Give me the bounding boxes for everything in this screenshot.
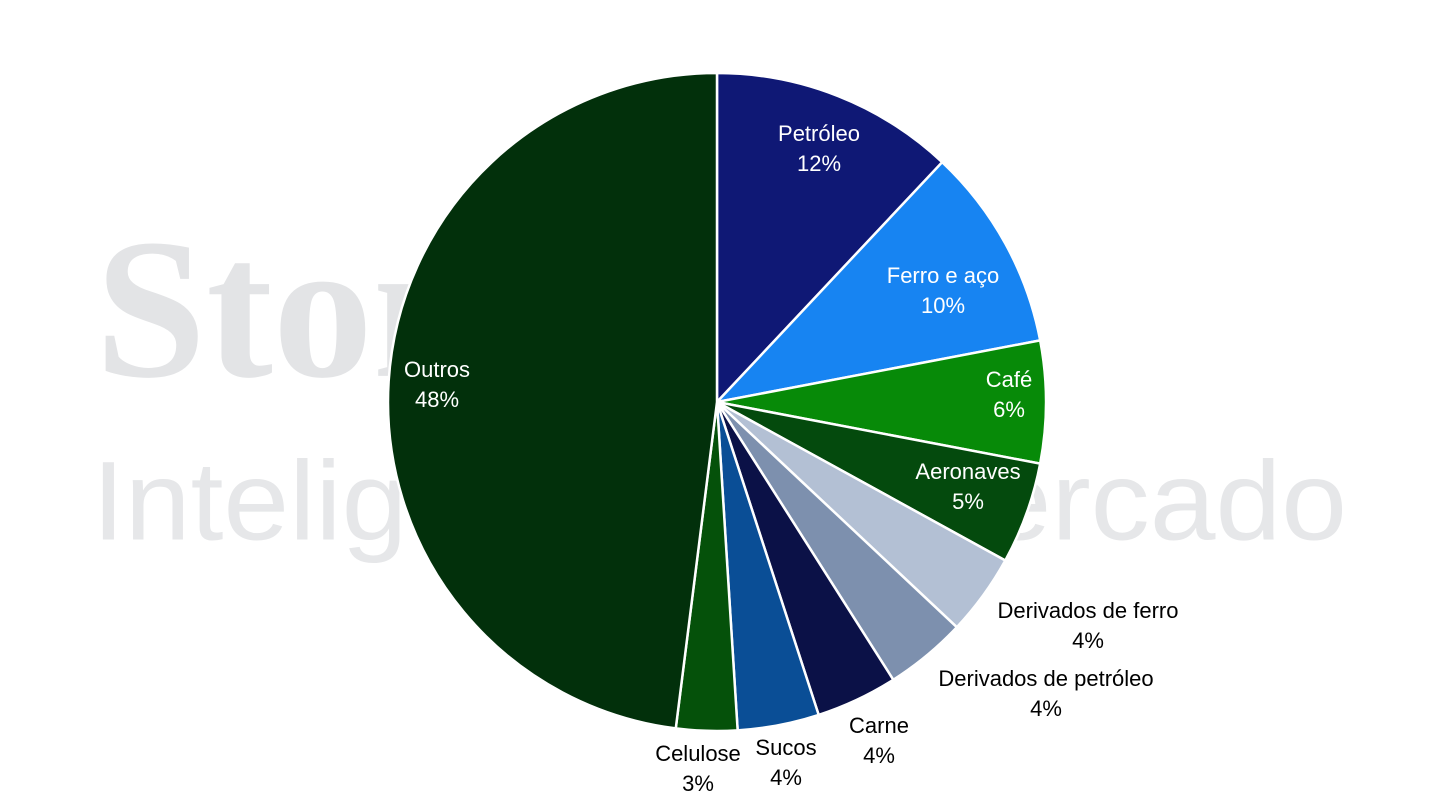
- slice-label: Celulose: [655, 741, 741, 766]
- slice-value-label: 4%: [770, 765, 802, 790]
- slice-label: Derivados de ferro: [998, 598, 1179, 623]
- pie-slice: [715, 71, 944, 406]
- slice-label: Derivados de petróleo: [938, 666, 1153, 691]
- pie-slice: [386, 71, 719, 730]
- slice-value-label: 48%: [415, 387, 459, 412]
- slice-value-label: 4%: [1072, 628, 1104, 653]
- slice-value-label: 6%: [993, 397, 1025, 422]
- slice-value-label: 3%: [682, 771, 714, 796]
- slice-value-label: 5%: [952, 489, 984, 514]
- slice-label: Aeronaves: [915, 459, 1020, 484]
- slice-label: Outros: [404, 357, 470, 382]
- slice-label: Sucos: [755, 735, 816, 760]
- slice-label: Café: [986, 367, 1032, 392]
- slice-value-label: 4%: [863, 743, 895, 768]
- slice-label: Ferro e aço: [887, 263, 1000, 288]
- slice-value-label: 4%: [1030, 696, 1062, 721]
- pie-slice: [713, 160, 1042, 404]
- pie-slice: [716, 338, 1048, 466]
- slice-value-label: 10%: [921, 293, 965, 318]
- slice-value-label: 12%: [797, 151, 841, 176]
- slice-label: Carne: [849, 713, 909, 738]
- slice-label: Petróleo: [778, 121, 860, 146]
